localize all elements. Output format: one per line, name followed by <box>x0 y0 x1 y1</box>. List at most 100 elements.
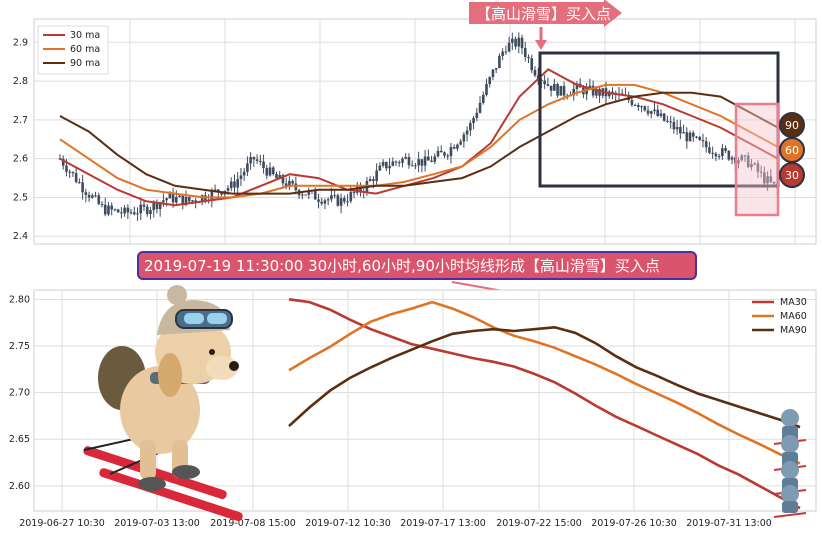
candle-body <box>553 83 556 91</box>
candle-body <box>229 181 233 189</box>
candle-body <box>436 150 440 157</box>
candle-body <box>246 163 249 172</box>
signal-banner-box <box>137 251 697 280</box>
top-y-tick-label: 2.7 <box>13 115 28 126</box>
candle-body <box>158 202 162 210</box>
candle-body <box>94 195 97 197</box>
candle-body <box>91 195 94 198</box>
bottom-x-tick-label: 2019-07-08 15:00 <box>210 518 296 529</box>
top-grid <box>34 19 816 244</box>
candle-body <box>68 171 71 173</box>
bottom-y-tick-label: 2.80 <box>9 294 30 305</box>
annotation-pointer-head <box>535 40 547 50</box>
candle-body <box>759 171 763 173</box>
candle-body <box>640 106 643 108</box>
candle-body <box>543 80 546 85</box>
candle-body <box>330 195 333 200</box>
candle-body <box>349 192 353 202</box>
candle-body <box>533 70 537 76</box>
candle-body <box>520 37 524 49</box>
candle-body <box>333 195 336 197</box>
candle-body <box>433 156 437 162</box>
candle-body <box>87 194 91 198</box>
candle-body <box>313 190 317 200</box>
candle-body <box>397 162 401 164</box>
candle-body <box>145 206 149 215</box>
candle-body <box>100 203 104 205</box>
candle-body <box>711 152 714 154</box>
candle-body <box>511 38 514 43</box>
bottom-panel: 2.602.652.702.752.80 2019-06-27 10:30 201… <box>9 285 817 529</box>
candle-body <box>708 147 711 153</box>
candle-body <box>724 148 727 151</box>
candle-body <box>336 195 340 206</box>
candle-body <box>136 213 139 215</box>
candle-body <box>226 188 230 191</box>
candle-body <box>252 157 256 160</box>
candle-body <box>171 193 175 203</box>
bottom-series-MA60 <box>288 300 801 465</box>
candle-body <box>175 197 178 203</box>
candle-body <box>407 156 411 166</box>
bottom-x-tick-label: 2019-07-03 13:00 <box>114 518 200 529</box>
bottom-x-tick-label: 2019-07-17 13:00 <box>400 518 486 529</box>
bottom-x-tick-label: 2019-07-22 15:00 <box>496 518 582 529</box>
candle-body <box>271 167 275 175</box>
bottom-ma-lines <box>288 298 801 510</box>
candle-body <box>682 132 685 134</box>
top-legend: 30 ma 60 ma 90 ma <box>37 25 109 75</box>
candle-body <box>701 140 705 142</box>
candle-body <box>236 179 240 188</box>
candle-body <box>750 163 753 168</box>
candle-body <box>481 94 485 103</box>
bottom-x-tick-label: 2019-07-31 13:00 <box>686 518 772 529</box>
bottom-x-tick-label: 2019-06-27 10:30 <box>19 518 105 529</box>
candle-body <box>485 84 488 95</box>
candle-body <box>323 200 327 204</box>
candle-body <box>81 182 84 193</box>
bottom-y-tick-label: 2.75 <box>9 341 30 352</box>
candle-body <box>394 161 398 163</box>
candle-body <box>459 141 462 145</box>
bottom-legend: MA30 MA60 MA90 <box>752 297 807 336</box>
candle-body <box>381 161 385 166</box>
legend-label-MA60: MA60 <box>780 311 807 322</box>
candle-body <box>149 210 152 215</box>
candle-body <box>714 153 718 157</box>
candle-body <box>423 156 427 166</box>
candle-body <box>388 165 391 169</box>
candle-body <box>107 205 110 215</box>
candle-body <box>375 170 378 182</box>
top-y-tick-label: 2.8 <box>13 76 28 87</box>
candle-body <box>152 202 155 211</box>
candle-body <box>291 180 294 184</box>
candle-body <box>359 186 362 193</box>
candle-body <box>688 132 692 142</box>
ma-badges: 90 60 30 <box>779 112 805 188</box>
candle-body <box>71 171 75 174</box>
mascot-stack <box>773 409 807 518</box>
bottom-y-tick-label: 2.60 <box>9 481 30 492</box>
candle-body <box>110 205 113 210</box>
candle-body <box>472 117 475 124</box>
candle-body <box>259 160 262 162</box>
candle-body <box>491 69 495 78</box>
candle-body <box>184 196 188 206</box>
candle-body <box>462 134 466 142</box>
candle-body <box>740 155 744 161</box>
candle-body <box>501 51 504 56</box>
candle-body <box>523 48 527 57</box>
candle-body <box>494 68 498 70</box>
candle-body <box>278 175 282 179</box>
legend-label-MA30: MA30 <box>780 297 807 308</box>
candle-body <box>446 155 450 157</box>
top-plot-frame <box>33 18 817 245</box>
badge-30 <box>779 162 805 188</box>
buy-point-annotation: 【高山滑雪】买入点 <box>469 0 622 50</box>
top-ma-lines <box>59 68 779 207</box>
candle-body <box>637 105 640 108</box>
candle-body <box>504 51 508 53</box>
candle-body <box>727 150 731 160</box>
candle-body <box>249 157 252 164</box>
candle-body <box>595 88 598 96</box>
